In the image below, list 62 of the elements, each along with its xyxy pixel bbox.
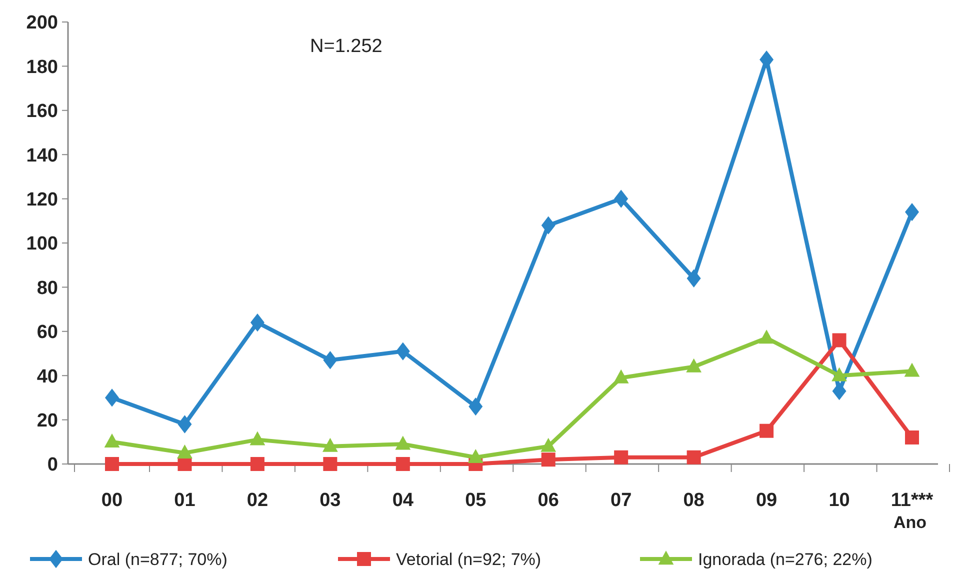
point bbox=[760, 50, 774, 69]
x-axis-title: Ano bbox=[893, 513, 927, 532]
y-tick-label: 120 bbox=[26, 189, 58, 210]
x-tick-label: 03 bbox=[320, 490, 341, 511]
point bbox=[760, 424, 774, 438]
x-tick-label: 09 bbox=[756, 490, 778, 511]
annotation: N=1.252 bbox=[310, 36, 382, 57]
y-tick-label: 160 bbox=[26, 101, 58, 122]
x-tick-label: 00 bbox=[101, 490, 123, 511]
point bbox=[686, 450, 701, 464]
x-tick-label: 06 bbox=[538, 490, 559, 511]
point bbox=[323, 351, 338, 370]
point bbox=[105, 388, 119, 407]
point bbox=[395, 436, 411, 450]
y-tick-label: 40 bbox=[36, 366, 58, 388]
point bbox=[832, 367, 847, 382]
point bbox=[468, 448, 484, 463]
point bbox=[177, 444, 192, 459]
point bbox=[758, 330, 774, 344]
point bbox=[322, 438, 338, 452]
x-tick-label: 08 bbox=[683, 490, 704, 511]
legend-label: Ignorada (n=276; 22%) bbox=[698, 550, 872, 569]
point bbox=[614, 190, 628, 208]
x-tick-label: 10 bbox=[828, 490, 850, 511]
point bbox=[323, 457, 338, 471]
point bbox=[614, 450, 628, 464]
point bbox=[250, 313, 264, 332]
point bbox=[904, 362, 920, 377]
point bbox=[105, 457, 119, 471]
point bbox=[832, 333, 846, 348]
y-tick-label: 20 bbox=[36, 410, 58, 432]
y-tick-label: 0 bbox=[47, 454, 58, 476]
point bbox=[178, 415, 192, 434]
legend-label: Vetorial (n=92; 7%) bbox=[396, 550, 542, 569]
point bbox=[905, 430, 919, 444]
y-tick-label: 60 bbox=[36, 322, 58, 344]
x-tick-label: 04 bbox=[392, 490, 414, 511]
point bbox=[250, 431, 266, 446]
x-tick-label: 01 bbox=[174, 490, 196, 511]
y-tick-label: 180 bbox=[26, 56, 58, 78]
point bbox=[686, 269, 701, 288]
point bbox=[104, 434, 120, 448]
legend-label: Oral (n=877; 70%) bbox=[88, 550, 228, 569]
x-tick-label: 05 bbox=[465, 490, 487, 511]
point bbox=[832, 382, 846, 400]
point bbox=[250, 457, 264, 471]
point bbox=[905, 202, 919, 222]
y-tick-label: 140 bbox=[26, 145, 58, 166]
point bbox=[396, 457, 410, 471]
y-tick-label: 80 bbox=[36, 278, 58, 299]
point bbox=[613, 369, 629, 384]
y-tick-label: 100 bbox=[26, 234, 58, 255]
x-tick-label: 11*** bbox=[890, 490, 934, 511]
point bbox=[468, 397, 483, 416]
point bbox=[540, 438, 556, 452]
point bbox=[541, 452, 556, 467]
x-tick-label: 07 bbox=[610, 490, 632, 511]
point bbox=[541, 216, 556, 234]
point bbox=[396, 342, 410, 360]
y-tick-label: 200 bbox=[26, 12, 58, 34]
point bbox=[686, 358, 702, 372]
x-tick-label: 02 bbox=[246, 490, 268, 511]
